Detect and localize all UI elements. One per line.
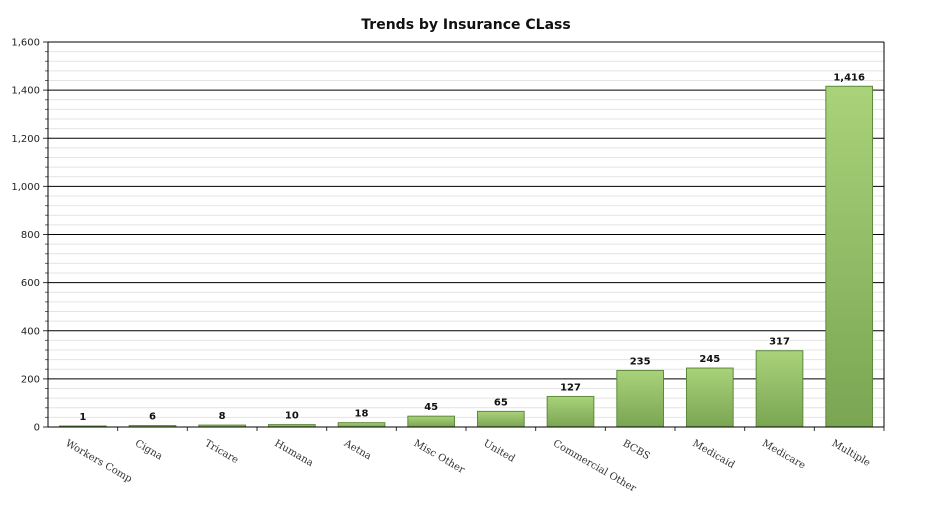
bar-value-label: 127 bbox=[560, 382, 581, 393]
plot-frame bbox=[47, 41, 885, 428]
bar bbox=[825, 85, 874, 428]
x-tick-label: Humana bbox=[272, 438, 315, 469]
x-tick-label: Aetna bbox=[341, 438, 373, 463]
bar-value-label: 6 bbox=[149, 412, 156, 423]
y-tick-label: 0 bbox=[34, 423, 40, 434]
y-tick-label: 200 bbox=[21, 374, 40, 385]
bar bbox=[616, 369, 665, 428]
bar bbox=[685, 367, 734, 428]
y-tick-label: 1,600 bbox=[11, 38, 40, 49]
bar bbox=[337, 422, 386, 428]
x-tick-label: Misc Other bbox=[412, 438, 467, 476]
bar bbox=[476, 410, 525, 428]
bar bbox=[755, 350, 804, 428]
x-axis: Workers Comp Cigna Tricare Humana Aetna Misc … bbox=[63, 427, 885, 495]
major-gridlines bbox=[48, 41, 884, 380]
bar-value-label: 45 bbox=[424, 402, 438, 413]
x-tick-label: Medicare bbox=[760, 438, 807, 472]
bar-value-label: 18 bbox=[355, 409, 369, 420]
y-tick-label: 800 bbox=[21, 230, 40, 241]
chart-title: Trends by Insurance CLass bbox=[361, 17, 570, 33]
bar bbox=[407, 415, 456, 428]
y-tick-label: 600 bbox=[21, 278, 40, 289]
x-tick-label: Tricare bbox=[203, 438, 241, 466]
bar-value-label: 1,416 bbox=[833, 72, 865, 83]
bar-value-label: 235 bbox=[630, 356, 651, 367]
bar-value-label: 245 bbox=[699, 354, 720, 365]
bar-value-label: 317 bbox=[769, 337, 790, 348]
x-tick-label: Workers Comp bbox=[63, 438, 133, 485]
x-tick-label: Multiple bbox=[830, 438, 872, 469]
bars: 1 6 8 10 18 45 65 127 235 245 317 1,416 bbox=[58, 72, 874, 428]
y-axis: 0 200 400 600 800 1,000 1,200 1,400 1,600 bbox=[11, 38, 48, 434]
bar-value-label: 8 bbox=[219, 411, 226, 422]
y-tick-label: 400 bbox=[21, 326, 40, 337]
y-tick-label: 1,200 bbox=[11, 134, 40, 145]
y-tick-label: 1,400 bbox=[11, 86, 40, 97]
y-tick-label: 1,000 bbox=[11, 182, 40, 193]
x-tick-label: United bbox=[481, 438, 517, 465]
bar-value-label: 65 bbox=[494, 397, 508, 408]
minor-gridlines bbox=[48, 51, 884, 418]
bar-value-label: 10 bbox=[285, 411, 299, 422]
x-tick-label: Cigna bbox=[133, 438, 164, 462]
bar-value-label: 1 bbox=[79, 412, 86, 423]
bar bbox=[546, 395, 595, 428]
x-tick-label: BCBS bbox=[621, 438, 652, 462]
x-tick-label: Medicaid bbox=[690, 438, 737, 471]
